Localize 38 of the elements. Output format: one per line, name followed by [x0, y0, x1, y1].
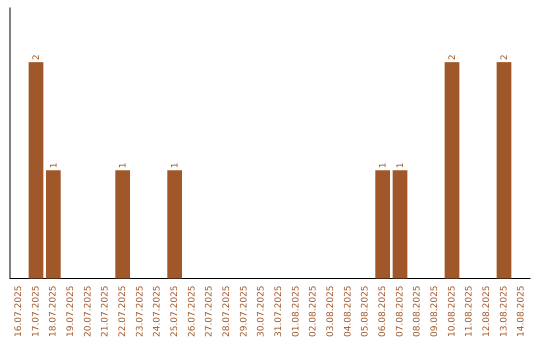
x-tick-label: 08.08.2025 [412, 285, 423, 337]
data-label: 2 [448, 54, 458, 60]
x-tick-label: 04.08.2025 [343, 285, 354, 337]
data-label: 1 [378, 162, 389, 168]
x-tick-label: 07.08.2025 [395, 285, 406, 337]
x-tick-label: 25.07.2025 [170, 285, 180, 337]
x-tick-label: 20.07.2025 [83, 285, 94, 337]
x-tick-label: 19.07.2025 [66, 285, 76, 337]
x-tick-label: 06.08.2025 [378, 285, 388, 337]
x-tick-label: 01.08.2025 [291, 285, 302, 337]
x-tick-label: 17.07.2025 [31, 285, 42, 337]
x-tick-label: 31.07.2025 [274, 285, 284, 337]
x-tick-label: 11.08.2025 [464, 285, 475, 337]
x-tick-label: 09.08.2025 [430, 285, 440, 337]
x-tick-label: 14.08.2025 [516, 285, 527, 337]
data-label: 1 [118, 162, 129, 168]
x-tick-label: 13.08.2025 [499, 285, 510, 337]
x-tick-label: 24.07.2025 [152, 285, 163, 337]
data-label: 1 [170, 162, 181, 168]
x-tick-label: 28.07.2025 [222, 285, 232, 337]
x-tick-label: 03.08.2025 [326, 285, 336, 337]
x-tick-label: 23.07.2025 [135, 285, 146, 337]
x-tick-label: 10.08.2025 [447, 285, 458, 337]
x-tick-label: 18.07.2025 [48, 285, 59, 337]
x-tick-label: 27.07.2025 [204, 285, 215, 337]
x-tick-label: 02.08.2025 [308, 285, 319, 337]
x-tick-label: 22.07.2025 [118, 285, 128, 337]
x-tick-label: 26.07.2025 [187, 285, 198, 337]
x-tick-label: 12.08.2025 [482, 285, 492, 337]
x-tick-label: 05.08.2025 [360, 285, 371, 337]
data-label: 1 [396, 162, 406, 168]
x-tick-label: 30.07.2025 [256, 285, 267, 337]
x-tick-label: 16.07.2025 [14, 285, 24, 337]
data-label: 2 [500, 54, 510, 60]
x-tick-label: 21.07.2025 [100, 285, 111, 337]
data-label: 1 [49, 162, 60, 168]
x-tick-label: 29.07.2025 [239, 285, 250, 337]
data-label: 2 [32, 54, 42, 60]
